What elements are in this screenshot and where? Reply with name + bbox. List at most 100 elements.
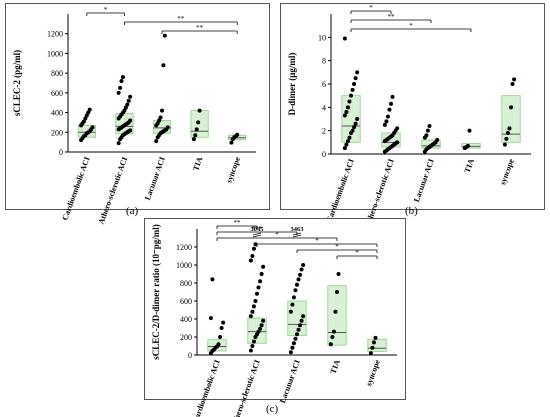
data-point [251,304,256,309]
data-point [342,113,347,118]
y-tick-label: 200 [51,128,63,137]
category-label: Lacunar ACI [278,359,302,405]
y-tick-label: 800 [51,69,63,78]
data-point [221,320,226,325]
data-point [504,136,509,141]
data-point [259,272,264,276]
data-point [216,342,221,347]
y-tick-label: 200 [180,333,192,342]
data-point [162,33,167,38]
y-axis-label: sCLEC-2 (pg/ml) [12,50,22,116]
y-tick-label: 4 [322,103,326,112]
data-point [119,79,124,84]
data-point [191,137,196,142]
category-label: syncope [364,358,382,387]
data-point [154,139,159,144]
data-point [328,342,333,347]
data-point [251,246,256,251]
category-label: TIA [463,157,476,174]
data-point [350,128,355,133]
data-point [255,291,259,296]
y-axis-label: sCLEC-2/D-dimer ratio (10⁻pg/ml) [151,224,161,360]
data-point [301,314,306,319]
data-point [125,102,130,107]
outlier-label: 3463 [291,226,305,233]
significance-bracket: ** [216,219,258,229]
data-point [330,335,335,339]
significance-bracket: * [216,231,338,241]
significance-bracket: ** [350,13,432,23]
axis-break-mark [292,234,302,238]
y-axis-label: D-dimer (μg/ml) [287,53,297,116]
significance-bracket: * [336,249,378,259]
box [190,110,209,138]
data-point [218,335,223,339]
axis-break-mark [252,234,262,238]
data-point [390,94,395,99]
panel-b-label: (b) [405,205,418,217]
data-point [352,82,357,86]
panel-b: 0 2 4 6 8 10 D-dimer (μg/ml) * ** * Cardioembolic … [280,3,545,227]
data-point [331,329,336,334]
data-point [258,279,263,284]
bracket-label: *** [252,225,263,233]
data-point [128,128,133,133]
data-point [355,117,360,121]
data-point [336,272,341,276]
y-tick-label: 0 [188,351,192,360]
data-point [350,87,355,92]
data-point [301,263,306,267]
chart-c: 0 200 400 600 800 1000 1200 sCLEC-2/D-dimer rat… [151,219,397,417]
data-point [510,82,515,86]
box [501,95,521,143]
data-point [347,135,352,140]
y-tick-label: 6 [322,80,326,89]
category-label: Lacunar ACI [143,156,167,202]
bracket-label: * [409,22,413,30]
data-point [86,110,91,115]
bracket-label: ** [388,13,396,21]
data-point [123,105,128,110]
data-point [290,345,295,350]
category-label: syncope [498,157,516,186]
data-point [84,113,89,118]
significance-bracket: * [350,4,392,14]
data-point [342,36,347,41]
data-point [373,335,378,340]
data-point [505,131,510,135]
data-point [251,339,256,344]
data-point [128,118,133,123]
data-point [196,120,201,125]
data-point [395,126,400,131]
bracket-label: * [315,237,319,245]
y-tick-label: 0 [322,150,326,159]
data-point [296,277,301,282]
y-tick-label: 400 [51,109,63,118]
y-tick-label: 600 [180,297,192,306]
bracket-label: ** [234,219,242,227]
category-label: syncope [224,155,242,184]
data-point [290,302,295,307]
data-point [219,326,224,330]
data-point [197,108,202,113]
y-tick-label: 10 [318,33,326,42]
bracket-label: ** [196,24,204,32]
data-point [210,277,215,282]
data-point [349,93,353,98]
data-point [345,139,350,144]
data-point [293,288,298,293]
data-point [229,140,234,145]
data-point [345,105,350,110]
y-tick-label: 8 [322,57,326,66]
data-point [128,94,133,99]
data-point [293,336,298,341]
data-point [507,126,512,131]
data-point [427,124,432,128]
data-point [425,128,430,133]
bracket-label: * [369,4,373,12]
data-point [194,127,199,132]
data-point [387,107,392,112]
panel-a-label: (a) [126,205,139,217]
data-point [298,272,303,277]
